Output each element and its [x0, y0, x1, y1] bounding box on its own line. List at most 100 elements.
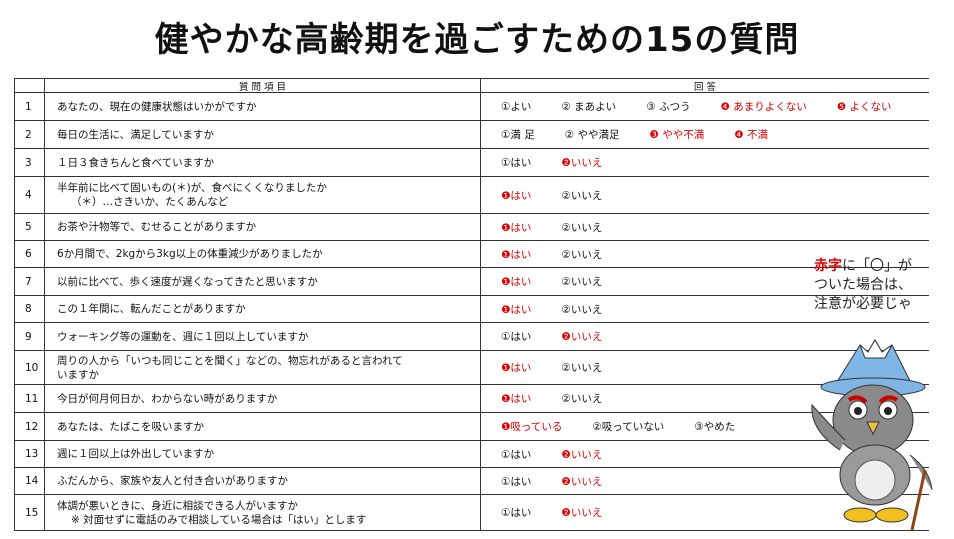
question-line: 半年前に比べて固いもの(＊)が、食べにくくなりましたか: [57, 182, 327, 194]
answer-option: ❹ 不満: [734, 129, 769, 141]
question-line: （＊）…さきいか、たくあんなど: [71, 196, 229, 208]
note-line: ついた場合は、: [814, 277, 912, 293]
answer-option: ❺ よくない: [836, 101, 892, 113]
question-line: あなたは、たばこを吸いますか: [57, 420, 204, 433]
answer-option: ❶はい: [501, 303, 532, 316]
note-line: 注意が必要じゃ: [814, 296, 912, 312]
question-line: ふだんから、家族や友人と付き合いがありますか: [57, 475, 288, 487]
question-line: あなたの、現在の健康状態はいかがですか: [57, 100, 257, 113]
answer-option: ❹ あまりよくない: [720, 101, 807, 113]
question-line: ウォーキング等の運動を、週に１回以上していますか: [57, 330, 309, 343]
answer-option: ①はい: [501, 475, 532, 488]
question: 6か月間で、2kgから3kg以上の体重減少がありましたか: [45, 241, 481, 268]
answer-option: ②いいえ: [561, 303, 603, 316]
answer-option: ❶はい: [501, 393, 532, 405]
question-line: ※ 対面せずに電話のみで相談している場合は「はい」とします: [71, 513, 367, 526]
row-number: 9: [15, 323, 45, 351]
row-number: 10: [15, 351, 45, 385]
question: この１年間に、転んだことがありますか: [45, 296, 481, 323]
answer-option: ①はい: [501, 157, 532, 169]
question: あなたの、現在の健康状態はいかがですか: [45, 93, 481, 121]
answer-options: ①はい ❷いいえ: [481, 468, 929, 495]
answer-option: ③やめた: [694, 421, 736, 433]
answer-option: ❶はい: [501, 221, 532, 234]
answer-option: ❷いいえ: [561, 331, 603, 343]
row-number: 1: [15, 93, 45, 121]
answer-options: ❶はい ②いいえ: [481, 296, 929, 323]
answer-options: ①はい ❷いいえ: [481, 323, 929, 351]
question-line: お茶や汁物等で、むせることがありますか: [57, 221, 257, 233]
note: 赤字に「〇」がついた場合は、 注意が必要じゃ: [814, 257, 912, 314]
question: 周りの人から「いつも同じことを聞く」などの、物忘れがあると言われて いますか: [45, 351, 481, 385]
question-line: 周りの人から「いつも同じことを聞く」などの、物忘れがあると言われて: [57, 354, 403, 367]
answer-options: ❶はい ②いいえ: [481, 214, 929, 241]
title: 健やかな高齢期を過ごすための15の質問: [154, 20, 800, 60]
answer-option: ②吸っていない: [592, 421, 665, 433]
row-number: 12: [15, 413, 45, 441]
answer-option: ❶はい: [501, 362, 532, 374]
header-cell: 質 問 項 目: [45, 79, 481, 93]
answer-options: ❶はい ②いいえ: [481, 177, 929, 214]
answer-option: ①はい: [501, 448, 532, 461]
question-line: 毎日の生活に、満足していますか: [57, 128, 214, 141]
question-line: いますか: [57, 368, 99, 381]
question: 体調が悪いときに、身近に相談できる人がいますか ※ 対面せずに電話のみで相談してい…: [45, 495, 481, 531]
answer-option: ② やや満足: [564, 129, 620, 141]
question: 以前に比べて、歩く速度が遅くなってきたと思いますか: [45, 268, 481, 296]
question: ウォーキング等の運動を、週に１回以上していますか: [45, 323, 481, 351]
question-line: １日３食きちんと食べていますか: [57, 156, 215, 169]
question: 今日が何月何日か、わからない時がありますか: [45, 385, 481, 413]
question: １日３食きちんと食べていますか: [45, 149, 481, 177]
answer-option: ❷いいえ: [561, 475, 603, 488]
answer-option: ②いいえ: [561, 221, 603, 234]
row-number: 14: [15, 468, 45, 495]
answer-option: ①満 足: [501, 129, 535, 141]
answer-options: ①満 足 ② やや満足 ❸ やや不満 ❹ 不満: [481, 121, 929, 149]
row-number: 5: [15, 214, 45, 241]
answer-options: ❶はい ②いいえ: [481, 385, 929, 413]
question: 半年前に比べて固いもの(＊)が、食べにくくなりましたか （＊）…さきいか、たくあん…: [45, 177, 481, 214]
answer-options: ❶はい ②いいえ: [481, 351, 929, 385]
row-number: 4: [15, 177, 45, 214]
answer-option: ❶はい: [501, 189, 532, 202]
answer-option: ❶はい: [501, 248, 532, 261]
answer-option: ①はい: [501, 507, 532, 519]
answer-option: ❸ やや不満: [649, 129, 705, 141]
answer-option: ②いいえ: [561, 189, 603, 202]
row-number: 15: [15, 495, 45, 531]
note-line: に「〇」が: [842, 258, 912, 274]
answer-option: ❷いいえ: [561, 507, 603, 519]
row-number: 8: [15, 296, 45, 323]
answer-options: ❶吸っている ②吸っていない ③やめた: [481, 413, 929, 441]
header-cell: 回 答: [481, 79, 929, 93]
answer-options: ①よい ② まあよい ③ ふつう ❹ あまりよくない ❺ よくない: [481, 93, 929, 121]
answer-option: ②いいえ: [561, 362, 603, 374]
answer-option: ❶はい: [501, 276, 532, 288]
question: 毎日の生活に、満足していますか: [45, 121, 481, 149]
question-line: 以前に比べて、歩く速度が遅くなってきたと思いますか: [57, 275, 318, 288]
answer-option: ② まあよい: [561, 101, 617, 113]
answer-options: ❶はい ②いいえ: [481, 241, 929, 268]
question-line: 体調が悪いときに、身近に相談できる人がいますか: [57, 499, 298, 512]
answer-option: ②いいえ: [561, 248, 603, 261]
question: 週に１回以上は外出していますか: [45, 441, 481, 468]
question-line: 今日が何月何日か、わからない時がありますか: [57, 392, 278, 405]
question-line: 6か月間で、2kgから3kg以上の体重減少がありましたか: [57, 248, 323, 260]
answer-option: ❷いいえ: [561, 157, 603, 169]
note-red: 赤字: [814, 258, 842, 274]
question: あなたは、たばこを吸いますか: [45, 413, 481, 441]
answer-option: ②いいえ: [561, 276, 603, 288]
row-number: 13: [15, 441, 45, 468]
answer-options: ❶はい ②いいえ: [481, 268, 929, 296]
row-number: 6: [15, 241, 45, 268]
question: お茶や汁物等で、むせることがありますか: [45, 214, 481, 241]
question-line: 週に１回以上は外出していますか: [57, 448, 215, 460]
answer-option: ②いいえ: [561, 393, 603, 405]
answer-option: ③ ふつう: [646, 101, 691, 113]
question: ふだんから、家族や友人と付き合いがありますか: [45, 468, 481, 495]
question-line: この１年間に、転んだことがありますか: [57, 303, 246, 315]
row-number: 11: [15, 385, 45, 413]
mascot: [811, 339, 933, 531]
row-number: 3: [15, 149, 45, 177]
